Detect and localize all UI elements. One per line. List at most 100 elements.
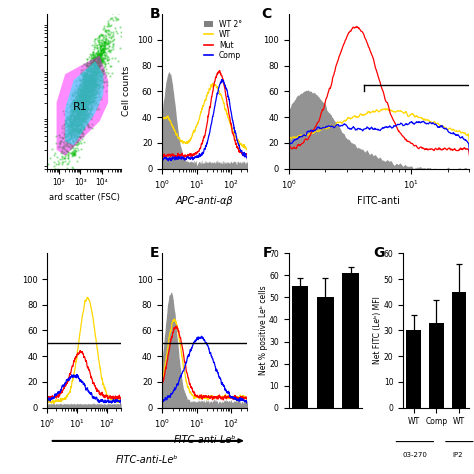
Point xyxy=(89,58,97,66)
Point xyxy=(80,104,87,111)
Point xyxy=(70,92,78,100)
Point xyxy=(66,114,74,121)
Point xyxy=(92,59,100,66)
Point xyxy=(87,105,94,113)
Point xyxy=(77,87,85,94)
Point xyxy=(92,58,100,66)
Point xyxy=(81,116,88,124)
Point xyxy=(64,132,72,140)
Point xyxy=(71,108,79,115)
Point xyxy=(80,98,88,106)
Point xyxy=(78,135,86,143)
Point xyxy=(82,66,90,74)
Point xyxy=(79,115,87,122)
Point xyxy=(85,84,92,91)
Point xyxy=(88,82,95,90)
Point xyxy=(92,73,100,80)
Point xyxy=(78,97,85,104)
Point xyxy=(89,98,96,105)
Point xyxy=(96,52,103,60)
Point xyxy=(68,119,75,127)
Point xyxy=(107,7,114,14)
Point xyxy=(70,122,78,129)
Point xyxy=(89,83,97,91)
Point xyxy=(102,50,110,57)
Point xyxy=(99,55,107,63)
Point xyxy=(80,108,88,115)
Point xyxy=(74,120,82,128)
Point xyxy=(82,82,90,90)
Point xyxy=(77,92,85,100)
Point xyxy=(92,58,100,65)
Point xyxy=(95,54,103,62)
Point xyxy=(75,102,82,109)
Point xyxy=(87,58,95,65)
Point xyxy=(81,100,89,107)
Point xyxy=(104,19,111,27)
Point xyxy=(89,66,96,73)
Point xyxy=(82,62,90,70)
Point xyxy=(90,105,97,113)
Point xyxy=(91,93,99,101)
Point xyxy=(76,95,83,103)
Point xyxy=(78,90,85,98)
Point xyxy=(81,96,88,103)
Point xyxy=(76,92,84,100)
Point xyxy=(87,86,94,94)
Point xyxy=(79,111,86,118)
Point xyxy=(79,97,86,105)
Point xyxy=(82,99,90,106)
Point xyxy=(65,124,73,131)
Point xyxy=(82,60,90,67)
Point xyxy=(63,141,71,148)
Point xyxy=(117,32,125,40)
Point xyxy=(91,58,99,66)
Point xyxy=(59,138,67,146)
Point xyxy=(91,79,99,86)
Point xyxy=(85,76,93,84)
Point xyxy=(79,120,86,128)
Point xyxy=(84,93,91,101)
Point xyxy=(69,126,76,134)
Point xyxy=(80,71,87,79)
Point xyxy=(57,137,64,145)
Point xyxy=(67,123,74,131)
Point xyxy=(95,80,103,88)
Point xyxy=(83,95,91,103)
Point xyxy=(74,112,82,120)
Point xyxy=(76,111,83,119)
Point xyxy=(85,65,93,73)
Point xyxy=(73,128,81,136)
Point xyxy=(91,56,98,64)
Point xyxy=(83,60,91,67)
Point xyxy=(100,47,108,55)
Point xyxy=(89,55,97,63)
Point xyxy=(71,117,78,125)
Point xyxy=(78,80,85,88)
Point xyxy=(90,79,97,87)
Point xyxy=(74,102,82,110)
Point xyxy=(84,88,91,96)
Point xyxy=(64,142,72,150)
Point xyxy=(68,118,75,126)
Point xyxy=(82,88,90,96)
Point xyxy=(76,117,84,124)
Point xyxy=(89,74,96,82)
Point xyxy=(93,81,101,88)
Point xyxy=(108,9,116,17)
Point xyxy=(83,84,91,92)
Point xyxy=(81,106,88,114)
Point xyxy=(87,86,95,94)
Point xyxy=(80,88,87,96)
Point xyxy=(79,91,87,99)
Point xyxy=(66,126,73,133)
Point xyxy=(98,78,106,86)
Point xyxy=(82,73,90,80)
Point xyxy=(65,129,73,137)
Point xyxy=(93,50,100,58)
Point xyxy=(82,104,90,111)
Point xyxy=(83,74,91,82)
Point xyxy=(89,99,96,106)
Point xyxy=(88,60,95,68)
Point xyxy=(63,112,71,120)
